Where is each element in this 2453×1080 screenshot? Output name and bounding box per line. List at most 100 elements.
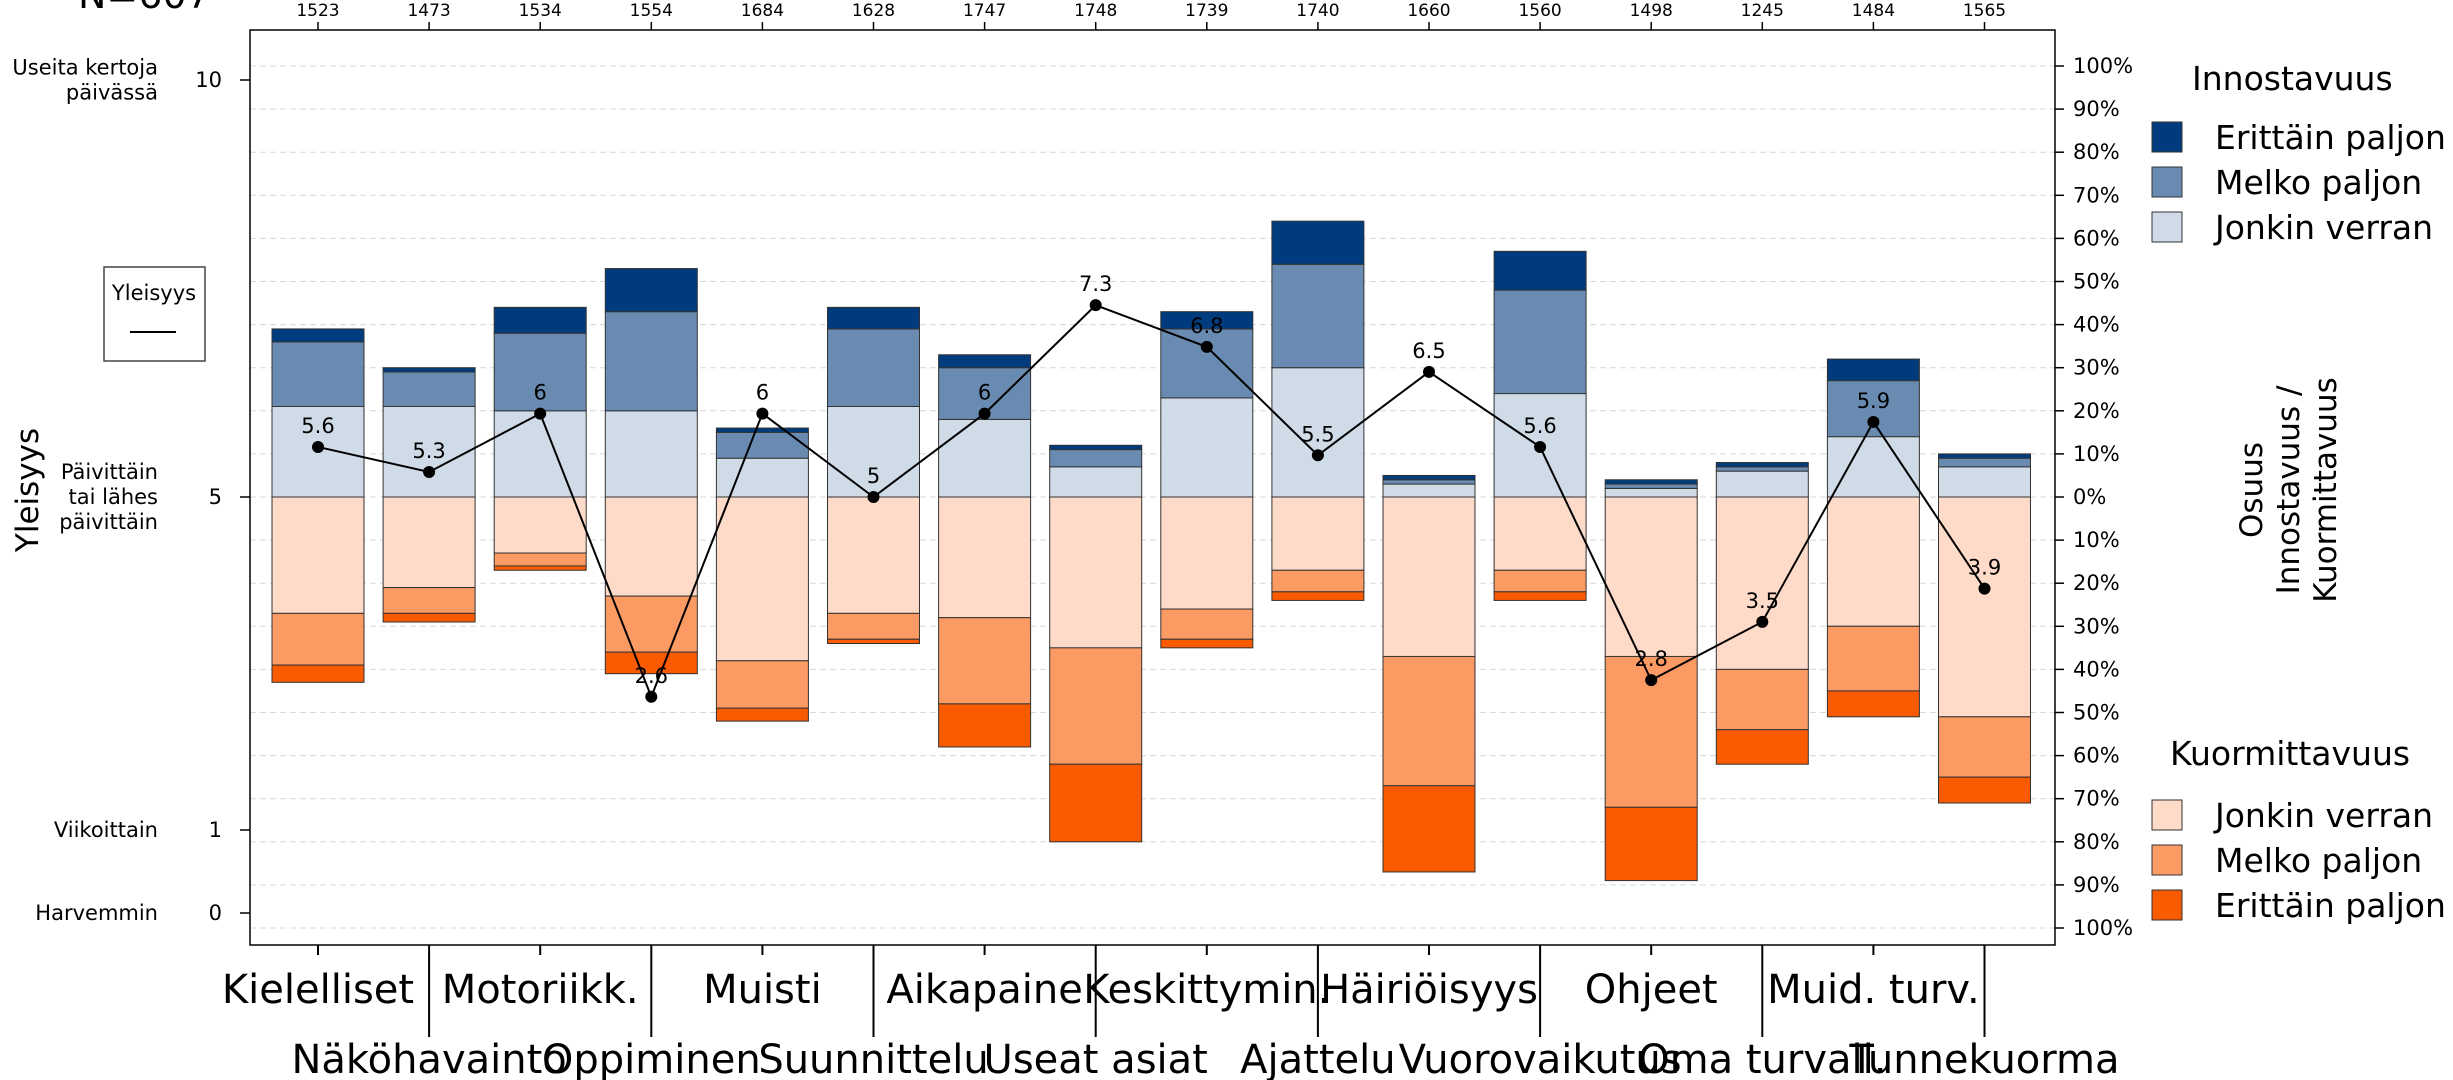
bar-kuormittavuus-segment xyxy=(1160,608,1254,640)
yleisyys-point xyxy=(1756,615,1769,628)
legend-innostavuus-label: Erittäin paljon xyxy=(2215,118,2446,157)
right-axis-tick-label: 50% xyxy=(2073,701,2120,725)
top-count-label: 1534 xyxy=(519,1,562,21)
bar-kuormittavuus-segment xyxy=(1160,638,1254,649)
bar-kuormittavuus-segment xyxy=(715,707,809,722)
category-label: Oppiminen xyxy=(542,1037,761,1080)
right-axis-tick-label: 30% xyxy=(2073,356,2120,380)
legend-kuormittavuus-swatch xyxy=(2151,889,2183,921)
legend-yleisyys-label: Yleisyys xyxy=(111,281,196,305)
yleisyys-value-label: 2.6 xyxy=(635,664,668,688)
bar-kuormittavuus-segment xyxy=(938,496,1032,619)
yleisyys-value-label: 6.8 xyxy=(1190,314,1223,338)
top-count-label: 1747 xyxy=(963,1,1006,21)
bar-innostavuus-segment xyxy=(604,311,698,412)
yleisyys-point xyxy=(1534,440,1547,453)
bar-kuormittavuus-segment xyxy=(382,587,476,614)
bar-kuormittavuus-segment xyxy=(382,496,476,589)
category-label: Useat asiat xyxy=(984,1037,1208,1080)
bar-kuormittavuus-segment xyxy=(1160,496,1254,610)
legend-innostavuus-swatch xyxy=(2151,211,2183,243)
yleisyys-value-label: 5.9 xyxy=(1857,389,1890,413)
bar-kuormittavuus-segment xyxy=(1826,625,1920,692)
category-label: Kielelliset xyxy=(222,967,414,1013)
yleisyys-point xyxy=(312,440,324,453)
bar-innostavuus-segment xyxy=(827,328,920,407)
bar-innostavuus-segment xyxy=(1382,483,1476,498)
top-count-label: 1484 xyxy=(1852,1,1895,21)
bar-kuormittavuus-segment xyxy=(1938,716,2031,778)
top-count-label: 1523 xyxy=(296,1,339,21)
legend-yleisyys: Yleisyys xyxy=(103,266,206,362)
bar-kuormittavuus-segment xyxy=(271,664,365,683)
bar-innostavuus-segment xyxy=(1382,474,1476,481)
bar-innostavuus-segment xyxy=(493,410,587,498)
yleisyys-value-label: 6.5 xyxy=(1412,339,1445,363)
category-label: Näköhavainto xyxy=(291,1037,566,1080)
bar-innostavuus-segment xyxy=(1938,457,2031,468)
bar-innostavuus-segment xyxy=(1938,466,2031,498)
left-axis-tick-label: 0 xyxy=(209,901,222,925)
right-axis-tick-label: 40% xyxy=(2073,657,2120,681)
right-axis-tick-label: 100% xyxy=(2073,916,2133,940)
bar-kuormittavuus-segment xyxy=(1938,776,2031,804)
legend-kuormittavuus-swatch xyxy=(2151,844,2183,876)
yleisyys-point xyxy=(1089,299,1102,312)
yleisyys-value-label: 5.6 xyxy=(1523,414,1556,438)
left-axis-title: Yleisyys xyxy=(10,428,46,553)
top-count-label: 1660 xyxy=(1407,1,1450,21)
category-label: Keskittymin. xyxy=(1083,967,1330,1013)
right-axis-title-line3: Kuormittavuus xyxy=(2308,377,2344,603)
yleisyys-value-label: 6 xyxy=(756,381,769,405)
category-label: Häiriöisyys xyxy=(1320,967,1538,1013)
yleisyys-point xyxy=(978,407,991,420)
bar-innostavuus-segment xyxy=(382,405,476,498)
bar-innostavuus-segment xyxy=(827,306,920,330)
bar-innostavuus-segment xyxy=(1160,311,1254,330)
legend-innostavuus-swatch xyxy=(2151,121,2183,153)
bar-kuormittavuus-segment xyxy=(1715,496,1809,670)
legend-kuormittavuus-title: Kuormittavuus xyxy=(2170,734,2410,773)
bar-innostavuus-segment xyxy=(1049,444,1143,451)
yleisyys-point xyxy=(423,465,436,478)
category-label: Aikapaine xyxy=(886,967,1082,1013)
top-count-label: 1748 xyxy=(1074,1,1117,21)
top-count-label: 1565 xyxy=(1963,1,2006,21)
category-label: Suunnittelu xyxy=(758,1037,988,1080)
bar-kuormittavuus-segment xyxy=(1271,591,1365,601)
bar-innostavuus-segment xyxy=(1382,479,1476,485)
yleisyys-point xyxy=(645,690,658,703)
yleisyys-point xyxy=(1978,582,1991,595)
left-axis-category-text: tai lähes xyxy=(69,485,159,509)
bar-kuormittavuus-segment xyxy=(271,612,365,666)
bar-innostavuus-segment xyxy=(1271,220,1365,265)
right-axis-title-line2: Innostavuus / xyxy=(2271,385,2307,594)
bar-kuormittavuus-segment xyxy=(1715,668,1809,731)
bar-innostavuus-segment xyxy=(827,405,920,498)
bar-kuormittavuus-segment xyxy=(271,496,365,614)
bar-innostavuus-segment xyxy=(1604,487,1698,498)
left-axis-category-text: Useita kertoja xyxy=(12,56,158,80)
bar-innostavuus-segment xyxy=(715,427,809,433)
yleisyys-line xyxy=(317,304,1986,700)
category-label: Muisti xyxy=(703,967,822,1013)
bar-kuormittavuus-segment xyxy=(1826,690,1920,718)
yleisyys-value-label: 2.8 xyxy=(1634,647,1667,671)
legend-innostavuus: Innostavuus Erittäin paljon Melko paljon J… xyxy=(2151,59,2446,247)
right-axis-tick-label: 20% xyxy=(2073,399,2120,423)
bar-kuormittavuus-segment xyxy=(1382,655,1476,787)
legend-kuormittavuus-label: Erittäin paljon xyxy=(2215,886,2446,925)
yleisyys-point xyxy=(1423,365,1435,378)
bar-innostavuus-segment xyxy=(1715,466,1809,472)
yleisyys-point xyxy=(1645,674,1658,687)
bar-kuormittavuus-segment xyxy=(938,703,1032,748)
bar-kuormittavuus-segment xyxy=(1382,785,1476,873)
bar-innostavuus-segment xyxy=(715,431,809,459)
top-count-label: 1498 xyxy=(1630,1,1673,21)
bar-kuormittavuus-segment xyxy=(493,496,587,554)
legend-innostavuus-swatch xyxy=(2151,166,2183,198)
yleisyys-value-label: 6 xyxy=(534,381,547,405)
top-count-label: 1628 xyxy=(852,1,895,21)
bar-innostavuus-segment xyxy=(1826,358,1920,382)
plot-frame xyxy=(249,29,2056,946)
